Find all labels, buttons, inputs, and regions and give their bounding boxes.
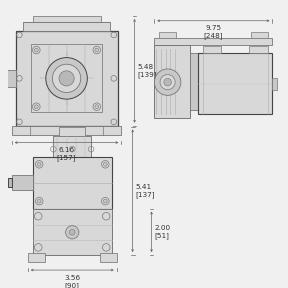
Bar bbox=[31, 44, 103, 112]
Circle shape bbox=[95, 48, 99, 52]
Text: 3.56
[90]: 3.56 [90] bbox=[64, 275, 80, 288]
Circle shape bbox=[95, 105, 99, 109]
Circle shape bbox=[103, 199, 107, 203]
Circle shape bbox=[103, 213, 110, 220]
Bar bbox=[202, 46, 221, 53]
Bar bbox=[249, 46, 268, 53]
Bar bbox=[154, 38, 272, 45]
Bar bbox=[190, 53, 198, 111]
Bar bbox=[28, 253, 45, 262]
Text: 2.00
[51]: 2.00 [51] bbox=[154, 225, 170, 239]
Circle shape bbox=[37, 199, 41, 203]
Bar bbox=[33, 157, 112, 209]
Text: 6.16
[157]: 6.16 [157] bbox=[57, 147, 76, 161]
Bar bbox=[1, 70, 16, 87]
Circle shape bbox=[35, 48, 38, 52]
Bar bbox=[16, 31, 118, 126]
Circle shape bbox=[59, 71, 74, 86]
Bar bbox=[251, 32, 268, 38]
Bar bbox=[198, 53, 272, 114]
Bar bbox=[8, 177, 12, 187]
Circle shape bbox=[160, 75, 175, 90]
Circle shape bbox=[37, 162, 41, 166]
Bar bbox=[23, 22, 110, 31]
Bar bbox=[12, 126, 121, 135]
Bar bbox=[12, 175, 33, 190]
Bar bbox=[0, 73, 1, 84]
Circle shape bbox=[35, 160, 43, 168]
Bar bbox=[33, 209, 112, 255]
Bar bbox=[100, 253, 117, 262]
Circle shape bbox=[35, 105, 38, 109]
Circle shape bbox=[33, 46, 40, 54]
Text: 5.41
[137]: 5.41 [137] bbox=[135, 184, 155, 198]
Circle shape bbox=[93, 103, 101, 111]
Circle shape bbox=[35, 197, 43, 205]
Circle shape bbox=[33, 103, 40, 111]
Circle shape bbox=[101, 160, 109, 168]
Circle shape bbox=[46, 58, 87, 99]
Circle shape bbox=[35, 213, 42, 220]
Bar bbox=[272, 78, 277, 90]
Circle shape bbox=[52, 64, 81, 92]
Circle shape bbox=[93, 46, 101, 54]
Circle shape bbox=[154, 69, 181, 95]
Text: 5.48
[139]: 5.48 [139] bbox=[137, 64, 157, 78]
Bar bbox=[33, 16, 101, 22]
Bar bbox=[159, 32, 176, 38]
Circle shape bbox=[101, 197, 109, 205]
Bar bbox=[53, 136, 91, 157]
Circle shape bbox=[164, 78, 171, 86]
Circle shape bbox=[69, 230, 75, 235]
Text: 9.75
[248]: 9.75 [248] bbox=[204, 26, 223, 39]
Circle shape bbox=[103, 162, 107, 166]
Circle shape bbox=[35, 244, 42, 251]
Bar bbox=[154, 45, 190, 118]
Circle shape bbox=[66, 226, 79, 239]
Bar bbox=[59, 126, 86, 136]
Circle shape bbox=[103, 244, 110, 251]
